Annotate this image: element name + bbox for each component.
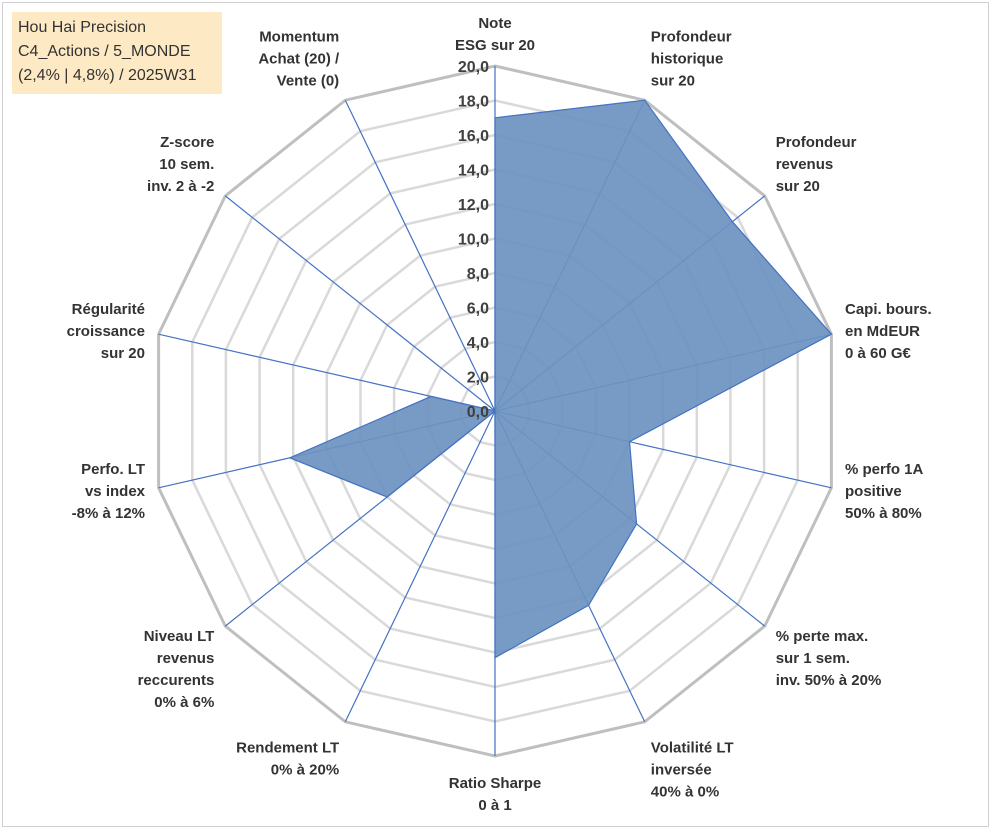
tick-label-7: 14,0: [458, 163, 489, 180]
title-line-company: Hou Hai Precision: [18, 19, 147, 36]
axis-label-13-line-2: Vente (0): [277, 73, 340, 90]
tick-label-5: 10,0: [458, 232, 489, 249]
data-point-13: [494, 410, 496, 412]
tick-label-0: 0,0: [467, 404, 489, 421]
axis-label-11-line-0: Régularité: [72, 301, 145, 318]
axis-label-0: Note ESG sur 20: [455, 15, 535, 54]
axis-label-0-line-1: ESG sur 20: [455, 37, 535, 54]
data-point-9: [386, 496, 388, 498]
axis-label-2-line-2: sur 20: [776, 178, 820, 195]
data-point-10: [289, 457, 291, 459]
axis-label-1: Profondeur historique sur 20: [651, 29, 732, 90]
title-box: Hou Hai Precision C4_Actions / 5_MONDE (…: [12, 12, 222, 94]
axis-label-3: Capi. bours. en MdEUR 0 à 60 G€: [845, 301, 932, 362]
axis-label-5: % perte max. sur 1 sem. inv. 50% à 20%: [776, 628, 882, 689]
axis-label-7: Ratio Sharpe 0 à 1: [449, 775, 542, 814]
axis-labels: Note ESG sur 20 Profondeur historique sur 20…: [67, 15, 932, 814]
axis-label-1-line-1: historique: [651, 51, 724, 68]
axis-label-5-line-0: % perte max.: [776, 628, 869, 645]
axis-label-1-line-0: Profondeur: [651, 29, 732, 46]
axis-label-9: Niveau LT revenus reccurents 0% à 6%: [138, 628, 215, 711]
data-point-1: [644, 99, 646, 101]
spoke-8: [344, 410, 496, 723]
axis-label-6: Volatilité LT inversée 40% à 0%: [651, 739, 734, 800]
tick-label-6: 12,0: [458, 197, 489, 214]
axis-label-0-line-0: Note: [478, 15, 511, 32]
title-line-params: (2,4% | 4,8%) / 2025W31: [18, 67, 197, 84]
axis-label-3-line-2: 0 à 60 G€: [845, 345, 912, 362]
axis-label-2-line-1: revenus: [776, 156, 834, 173]
data-point-0: [494, 117, 496, 119]
data-point-3: [830, 333, 832, 335]
tick-label-1: 2,0: [467, 370, 489, 387]
axis-label-10-line-1: vs index: [85, 483, 146, 500]
tick-label-8: 16,0: [458, 128, 489, 145]
axis-label-2-line-0: Profondeur: [776, 134, 857, 151]
axis-label-11: Régularité croissance sur 20: [67, 301, 145, 362]
radial-tick-labels: 0,0 2,0 4,0 6,0 8,0 10,0 12,0 14,0 16,0 18,0 20,0: [458, 59, 489, 421]
data-point-11: [430, 395, 432, 397]
axis-label-2: Profondeur revenus sur 20: [776, 134, 857, 195]
axis-label-12-line-0: Z-score: [160, 134, 214, 151]
axis-label-11-line-1: croissance: [67, 323, 145, 340]
axis-label-5-line-1: sur 1 sem.: [776, 650, 850, 667]
axis-label-10-line-2: -8% à 12%: [72, 505, 145, 522]
axis-label-4-line-2: 50% à 80%: [845, 505, 922, 522]
tick-label-4: 8,0: [467, 266, 489, 283]
data-point-7: [494, 657, 496, 659]
axis-label-13-line-1: Achat (20) /: [258, 51, 340, 68]
axis-label-9-line-1: revenus: [157, 650, 215, 667]
axis-label-9-line-3: 0% à 6%: [154, 694, 214, 711]
data-point-6: [588, 604, 590, 606]
title-line-category: C4_Actions / 5_MONDE: [18, 43, 191, 60]
axis-label-1-line-2: sur 20: [651, 73, 695, 90]
spoke-13: [344, 99, 496, 412]
axis-label-13: Momentum Achat (20) / Vente (0): [258, 29, 340, 90]
axis-label-8-line-1: 0% à 20%: [271, 761, 339, 778]
axis-label-4-line-0: % perfo 1A: [845, 461, 924, 478]
data-point-4: [629, 441, 630, 443]
data-point-2: [731, 221, 733, 223]
axis-label-6-line-2: 40% à 0%: [651, 783, 719, 800]
tick-label-2: 4,0: [467, 335, 489, 352]
tick-label-3: 6,0: [467, 301, 489, 318]
axis-label-8: Rendement LT 0% à 20%: [236, 739, 339, 778]
axis-label-6-line-1: inversée: [651, 761, 712, 778]
spoke-12: [224, 195, 496, 412]
series-area: [288, 99, 833, 659]
data-point-5: [636, 523, 638, 525]
axis-label-11-line-2: sur 20: [101, 345, 145, 362]
axis-label-7-line-1: 0 à 1: [478, 797, 511, 814]
axis-label-10: Perfo. LT vs index -8% à 12%: [72, 461, 146, 522]
axis-label-13-line-0: Momentum: [259, 29, 339, 46]
axis-label-5-line-2: inv. 50% à 20%: [776, 672, 882, 689]
axis-label-7-line-0: Ratio Sharpe: [449, 775, 542, 792]
axis-label-6-line-0: Volatilité LT: [651, 739, 734, 756]
axis-label-8-line-0: Rendement LT: [236, 739, 339, 756]
axis-label-12-line-1: 10 sem.: [159, 156, 214, 173]
axis-label-3-line-0: Capi. bours.: [845, 301, 932, 318]
tick-label-9: 18,0: [458, 94, 489, 111]
axis-label-3-line-1: en MdEUR: [845, 323, 920, 340]
axis-label-10-line-0: Perfo. LT: [81, 461, 145, 478]
radar-series: [288, 99, 833, 659]
tick-label-10: 20,0: [458, 59, 489, 76]
axis-label-9-line-0: Niveau LT: [144, 628, 215, 645]
axis-label-12: Z-score 10 sem. inv. 2 à -2: [147, 134, 214, 195]
axis-label-4: % perfo 1A positive 50% à 80%: [845, 461, 924, 522]
axis-label-12-line-2: inv. 2 à -2: [147, 178, 214, 195]
axis-label-9-line-2: reccurents: [138, 672, 215, 689]
axis-label-4-line-1: positive: [845, 483, 902, 500]
